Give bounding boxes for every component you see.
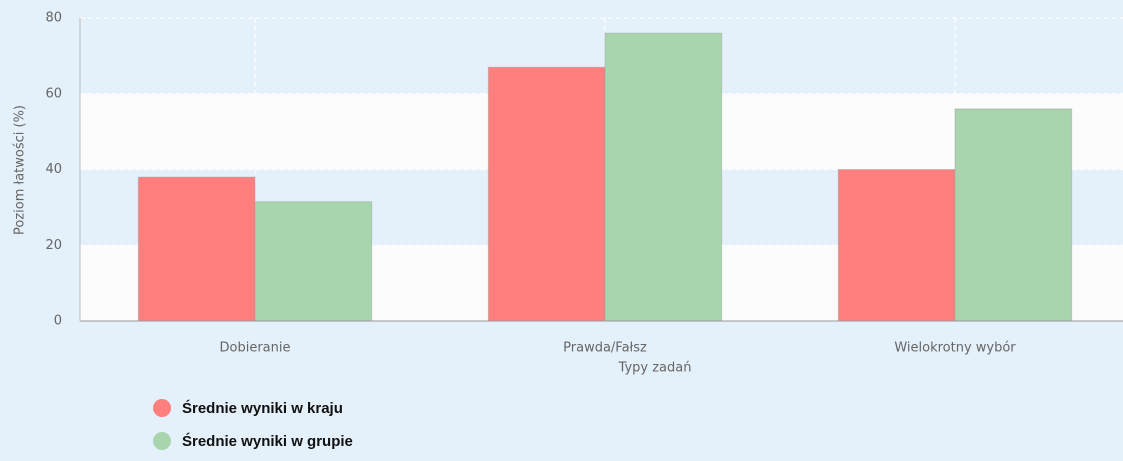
- x-axis-title: Typy zadań: [618, 361, 692, 376]
- y-tick-label: 20: [45, 238, 62, 253]
- y-axis-title: Poziom łatwości (%): [13, 105, 28, 235]
- legend-label: Średnie wyniki w kraju: [182, 399, 343, 417]
- y-tick-label: 80: [45, 11, 62, 26]
- bar: [604, 32, 723, 322]
- bar: [954, 108, 1073, 322]
- bar: [837, 169, 956, 322]
- legend-swatch: [153, 432, 171, 450]
- bar: [487, 66, 606, 322]
- x-tick-label: Dobieranie: [220, 341, 291, 356]
- y-tick-label: 60: [45, 86, 62, 101]
- y-tick-label: 40: [45, 162, 62, 177]
- legend-label: Średnie wyniki w grupie: [182, 432, 353, 450]
- y-tick-label: 0: [54, 314, 62, 329]
- bar: [254, 201, 373, 322]
- x-tick-label: Wielokrotny wybór: [894, 341, 1016, 356]
- bar: [137, 176, 256, 322]
- x-tick-label: Prawda/Fałsz: [563, 341, 647, 356]
- legend-swatch: [153, 399, 171, 417]
